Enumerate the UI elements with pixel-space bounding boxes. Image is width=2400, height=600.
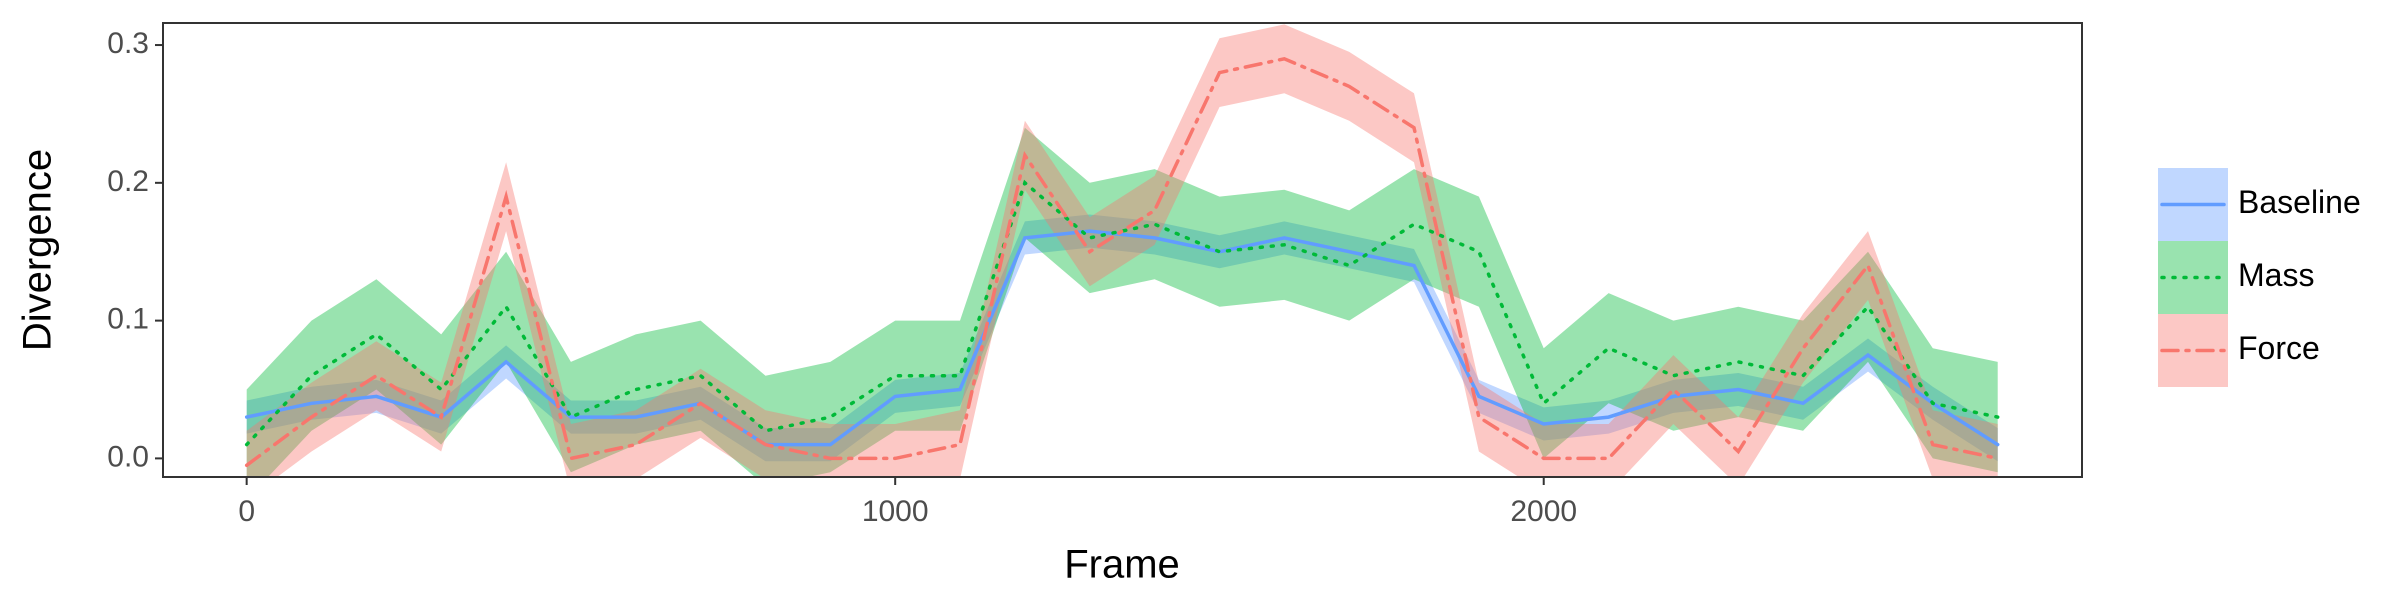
series-line: [244, 229, 2000, 447]
confidence-band: [246, 127, 1998, 477]
plot-area: [244, 24, 2000, 477]
y-axis-title: Divergence: [16, 149, 60, 351]
confidence-band: [246, 214, 1998, 462]
legend-label: Mass: [2238, 257, 2314, 293]
y-tick-label: 0.3: [107, 27, 149, 60]
series-line: [244, 56, 2000, 468]
x-tick-label: 1000: [862, 495, 929, 528]
y-tick-label: 0.1: [107, 303, 149, 336]
legend-label: Force: [2238, 330, 2320, 366]
y-tick-label: 0.0: [107, 440, 149, 473]
legend-label: Baseline: [2238, 184, 2361, 220]
panel-border: [162, 22, 2083, 478]
x-tick-label: 2000: [1510, 495, 1577, 528]
y-tick-label: 0.2: [107, 165, 149, 198]
x-tick-label: 0: [238, 495, 255, 528]
x-axis-title: Frame: [1064, 543, 1180, 587]
confidence-band: [246, 24, 1998, 477]
